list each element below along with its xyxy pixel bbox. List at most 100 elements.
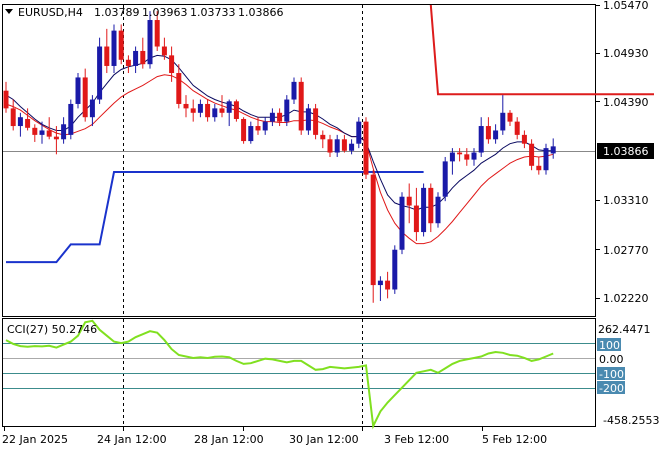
candle-bear	[10, 108, 16, 127]
slow-moving-average	[5, 74, 554, 245]
candle-bull	[334, 139, 340, 153]
time-axis: 22 Jan 2025 24 Jan 12:00 28 Jan 12:00 30…	[2, 426, 547, 446]
candle-bull	[543, 148, 549, 171]
level-label-minus200: -200	[599, 382, 624, 395]
candle-bear	[406, 196, 412, 206]
resistance-step-line	[429, 4, 654, 96]
candle-bull	[392, 249, 398, 290]
time-tick: 30 Jan 12:00	[289, 433, 359, 446]
candle-bear	[485, 126, 491, 140]
candle-bear	[507, 112, 513, 122]
price-tick: 1.03310	[603, 194, 649, 207]
time-tick: 28 Jan 12:00	[194, 433, 264, 446]
price-tick: 1.02220	[603, 292, 649, 305]
price-tick: 1.02770	[603, 244, 649, 257]
candle-bear	[82, 77, 88, 118]
price-tick: 1.04930	[603, 47, 649, 60]
candle-bull	[421, 187, 427, 233]
open-value: 1.03789	[94, 6, 140, 19]
candle-bull	[147, 20, 153, 65]
candle-bear	[53, 136, 59, 140]
candle-bear	[233, 101, 239, 119]
level-badge-100	[597, 338, 621, 351]
candle-bear	[190, 108, 196, 113]
cci-level-lines	[3, 343, 595, 389]
candle-bear	[413, 205, 419, 233]
candle-bull	[68, 103, 74, 135]
candle-bear	[219, 108, 225, 113]
candle-bull	[61, 124, 67, 140]
time-tick: 22 Jan 2025	[2, 433, 68, 446]
resistance-step-segment	[429, 4, 654, 96]
main-plot-frame	[2, 4, 596, 317]
level-label-minus100: -100	[599, 368, 624, 381]
time-tick: 5 Feb 12:00	[482, 433, 547, 446]
candle-bull	[349, 143, 355, 151]
candle-bear	[176, 73, 182, 104]
candle-bear	[521, 134, 527, 144]
candle-bull	[493, 130, 499, 140]
symbol-label: EURUSD,H4	[18, 6, 83, 19]
high-value: 1.03963	[142, 6, 188, 19]
candle-bull	[399, 196, 405, 250]
candle-bull	[226, 101, 232, 113]
candle-bull	[478, 126, 484, 153]
candle-bear	[125, 59, 131, 66]
candle-bear	[320, 134, 326, 140]
candle-bull	[442, 161, 448, 197]
candle-bull	[449, 152, 455, 162]
candle-bear	[514, 121, 520, 135]
candle-bear	[3, 90, 9, 109]
support-step-line	[6, 171, 424, 264]
price-axis: 1.05470 1.04930 1.04390 1.03310 1.02770 …	[595, 0, 649, 305]
candle-bear	[118, 30, 124, 60]
cci-line	[5, 319, 554, 430]
fast-moving-average	[5, 54, 554, 211]
close-value: 1.03866	[238, 6, 284, 19]
indicator-min-label: -458.2553	[603, 414, 659, 427]
candle-bull	[500, 112, 506, 131]
candle-bear	[341, 139, 347, 151]
candle-bull	[262, 121, 268, 131]
candle-bear	[161, 46, 167, 56]
level-badge-minus100	[597, 367, 625, 380]
slow-ma-path	[5, 74, 554, 245]
price-tick: 1.05470	[603, 0, 649, 12]
candle-bull	[212, 108, 218, 118]
candle-bear	[104, 46, 110, 66]
candle-bull	[471, 152, 477, 160]
candle-bear	[140, 50, 146, 65]
candle-bear	[370, 174, 376, 286]
candle-bull	[39, 130, 45, 135]
candle-bear	[154, 20, 160, 47]
candle-bear	[529, 143, 535, 166]
candle-bull	[284, 99, 290, 122]
candle-bull	[75, 77, 81, 104]
candle-bear	[46, 130, 52, 137]
candle-bear	[277, 112, 283, 122]
candle-bull	[197, 103, 203, 113]
indicator-max-label: 262.4471	[598, 323, 651, 336]
candle-bear	[169, 55, 175, 74]
level-label-0: 0.00	[599, 353, 624, 366]
candle-bull	[550, 146, 556, 154]
candle-bull	[133, 50, 139, 66]
level-badge-minus200	[597, 381, 625, 394]
candle-bear	[32, 127, 38, 135]
indicator-plot-frame	[2, 318, 596, 427]
candle-bear	[241, 118, 247, 142]
time-tick: 3 Feb 12:00	[384, 433, 449, 446]
candle-bear	[327, 139, 333, 153]
candle-bear	[183, 103, 189, 109]
low-value: 1.03733	[190, 6, 236, 19]
candle-bull	[97, 46, 103, 100]
candle-bull	[17, 117, 23, 127]
symbol-dropdown-icon[interactable]	[5, 9, 13, 14]
candle-bull	[269, 112, 275, 122]
time-tick: 24 Jan 12:00	[97, 433, 167, 446]
candle-bear	[205, 103, 211, 118]
candle-bull	[291, 81, 297, 100]
candle-bull	[248, 126, 254, 142]
candle-bear	[428, 187, 434, 224]
